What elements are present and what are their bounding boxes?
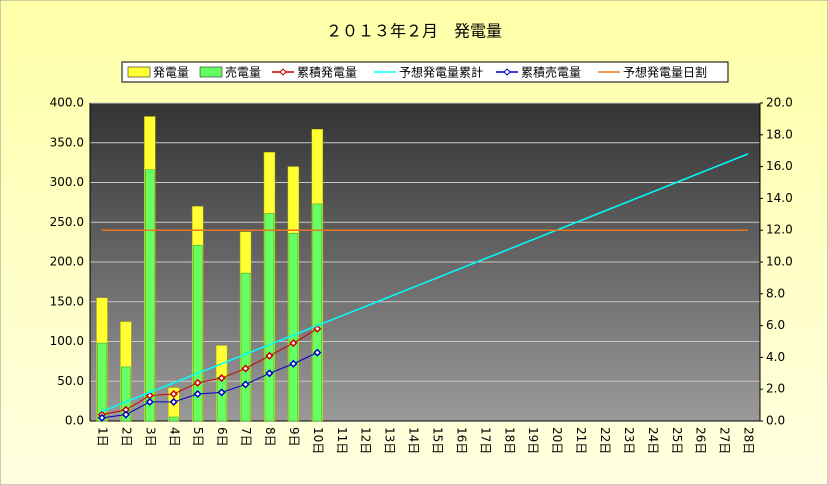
x-tick-label: 9日	[287, 427, 301, 447]
legend-label: 発電量	[153, 66, 189, 80]
bar	[192, 245, 203, 422]
legend-label: 売電量	[225, 65, 261, 80]
bar	[216, 377, 227, 422]
x-tick-label: 22日	[598, 427, 612, 454]
marker	[289, 339, 298, 348]
bar	[312, 203, 323, 422]
x-tick-label: 27日	[718, 427, 732, 454]
y2-tick-label: 14.0	[766, 191, 793, 205]
bar	[288, 233, 299, 422]
legend-label: 予想発電量日割	[623, 65, 707, 80]
marker	[97, 413, 107, 422]
x-tick-label: 26日	[694, 427, 708, 454]
line	[101, 153, 749, 413]
x-tick-label: 4日	[167, 427, 181, 447]
line	[101, 328, 318, 416]
x-tick-label: 5日	[191, 427, 205, 447]
y-tick-label: 300.0	[50, 175, 84, 189]
legend-box	[121, 61, 729, 83]
x-tick-label: 2日	[119, 427, 133, 447]
x-tick-label: 23日	[622, 427, 636, 454]
marker	[265, 351, 274, 360]
bar	[121, 366, 131, 422]
legend-label: 予想発電量累計	[399, 65, 483, 80]
marker	[193, 378, 202, 387]
marker	[169, 397, 178, 406]
y-tick-label: 350.0	[50, 135, 84, 149]
x-tick-label: 8日	[263, 427, 277, 447]
bar	[264, 213, 275, 422]
y-tick-label: 400.0	[50, 96, 84, 110]
marker	[313, 324, 322, 333]
y2-tick-label: 10.0	[766, 255, 793, 269]
x-tick-label: 15日	[430, 427, 444, 454]
marker	[241, 364, 250, 373]
x-tick-label: 19日	[526, 427, 540, 454]
marker	[145, 397, 154, 406]
x-tick-label: 6日	[215, 427, 229, 447]
legend-swatch	[199, 66, 223, 78]
y-tick-label: 250.0	[50, 215, 84, 229]
x-tick-label: 16日	[454, 427, 468, 454]
y-tick-label: 150.0	[50, 294, 84, 308]
marker	[289, 359, 298, 368]
x-tick-label: 17日	[478, 427, 492, 454]
bar	[169, 416, 179, 422]
x-tick-label: 24日	[646, 427, 660, 454]
x-tick-label: 28日	[742, 427, 756, 454]
y-tick-label: 200.0	[50, 255, 84, 269]
x-tick-label: 12日	[359, 427, 373, 454]
marker	[121, 410, 130, 419]
x-tick-label: 21日	[574, 427, 588, 454]
marker	[217, 388, 226, 397]
y2-tick-label: 2.0	[766, 382, 785, 396]
marker	[313, 348, 322, 357]
x-tick-label: 13日	[383, 427, 397, 454]
y-tick-label: 0.0	[65, 414, 84, 428]
x-tick-label: 20日	[550, 427, 564, 454]
y-tick-label: 100.0	[50, 334, 84, 348]
line	[101, 352, 318, 419]
y2-tick-label: 4.0	[766, 350, 785, 364]
marker	[169, 389, 178, 399]
chart-title: ２０１３年２月 発電量	[326, 22, 502, 41]
x-tick-label: 3日	[143, 427, 157, 447]
legend-label: 累積売電量	[521, 65, 581, 80]
y2-tick-label: 16.0	[766, 159, 793, 173]
y2-tick-label: 6.0	[766, 318, 785, 332]
bar	[145, 169, 155, 422]
x-tick-label: 10日	[311, 427, 325, 454]
y-tick-label: 50.0	[57, 374, 84, 388]
legend-marker	[503, 68, 511, 76]
legend-swatch	[127, 66, 151, 78]
y2-tick-label: 18.0	[766, 127, 793, 141]
legend-marker	[279, 68, 287, 76]
x-tick-label: 1日	[95, 427, 109, 447]
legend-label: 累積発電量	[297, 65, 357, 80]
marker	[193, 389, 202, 399]
x-tick-label: 25日	[670, 427, 684, 454]
marker	[265, 369, 274, 378]
marker	[217, 374, 226, 383]
bar	[97, 342, 107, 422]
y2-tick-label: 20.0	[766, 96, 793, 110]
x-tick-label: 18日	[502, 427, 516, 454]
y2-tick-label: 8.0	[766, 286, 785, 300]
x-tick-label: 14日	[407, 427, 421, 454]
y2-tick-label: 0.0	[766, 414, 785, 428]
marker	[241, 380, 250, 389]
y2-tick-label: 12.0	[766, 223, 793, 237]
bar	[240, 272, 251, 422]
x-tick-label: 11日	[335, 427, 349, 454]
x-tick-label: 7日	[239, 427, 253, 447]
